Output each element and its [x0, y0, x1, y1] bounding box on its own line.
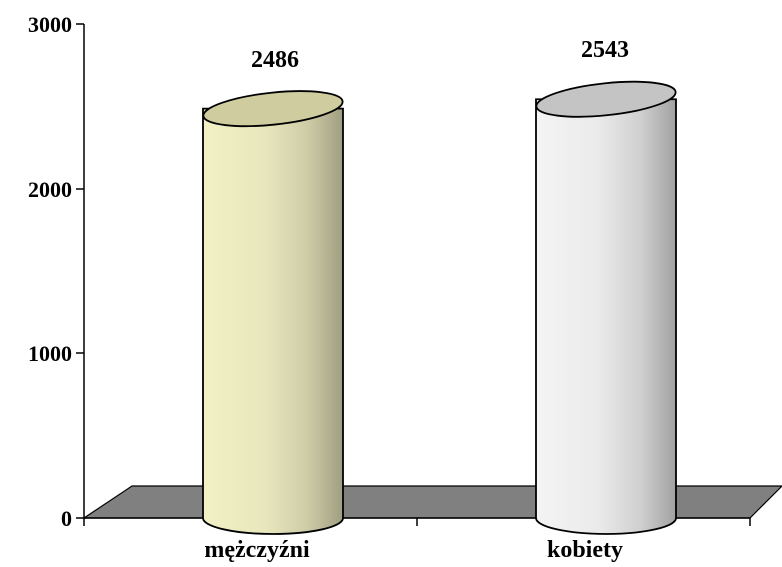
chart-floor: [82, 485, 782, 519]
category-label-mezczyzni: mężczyźni: [204, 537, 310, 563]
data-label-mezczyzni: 2486: [251, 47, 299, 73]
bar-mezczyzni: [202, 90, 344, 535]
y-tick-label-1000: 1000: [28, 341, 72, 366]
y-tick-label-2000: 2000: [28, 177, 72, 202]
bar-side-mezczyzni: [202, 107, 344, 535]
bar-kobiety: [535, 80, 677, 535]
y-tick-label-0: 0: [61, 506, 72, 531]
data-label-kobiety: 2543: [581, 37, 629, 63]
bar-top-kobiety: [535, 80, 677, 118]
y-axis-ticks: 3000 2000 1000 0: [28, 12, 84, 531]
y-tick-label-3000: 3000: [28, 12, 72, 37]
bar-side-kobiety: [535, 98, 677, 535]
category-label-kobiety: kobiety: [547, 537, 623, 563]
bar-top-mezczyzni: [202, 90, 344, 128]
